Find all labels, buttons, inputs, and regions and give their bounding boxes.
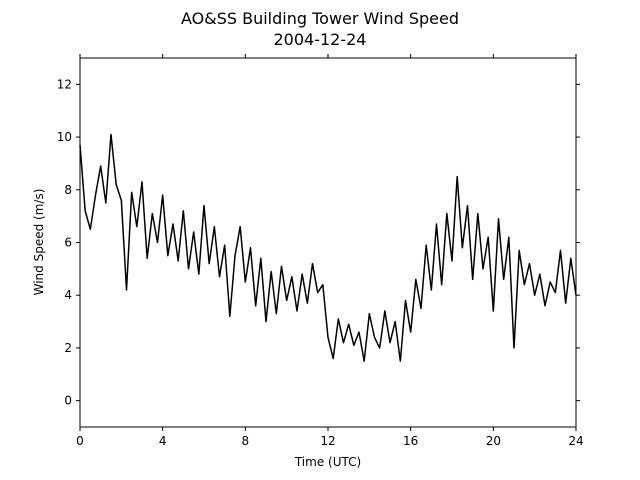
y-tick-label: 10: [57, 130, 72, 144]
y-tick-label: 6: [64, 236, 72, 250]
plot-frame: [79, 57, 577, 428]
y-tick-label: 2: [64, 341, 72, 355]
x-tick-label: 20: [486, 434, 501, 448]
chart-subtitle: 2004-12-24: [274, 30, 367, 49]
y-tick-label: 8: [64, 183, 72, 197]
x-tick-label: 24: [568, 434, 583, 448]
x-tick-label: 4: [159, 434, 167, 448]
y-axis-label: Wind Speed (m/s): [32, 189, 46, 296]
x-tick-label: 12: [320, 434, 335, 448]
x-tick-label: 0: [76, 434, 84, 448]
y-tick-label: 4: [64, 288, 72, 302]
x-axis-label: Time (UTC): [294, 455, 361, 469]
y-tick-label: 0: [64, 394, 72, 408]
y-tick-label: 12: [57, 77, 72, 91]
data-line: [79, 133, 577, 362]
x-tick-label: 16: [403, 434, 418, 448]
chart-title: AO&SS Building Tower Wind Speed: [181, 9, 459, 28]
x-tick-label: 8: [242, 434, 250, 448]
